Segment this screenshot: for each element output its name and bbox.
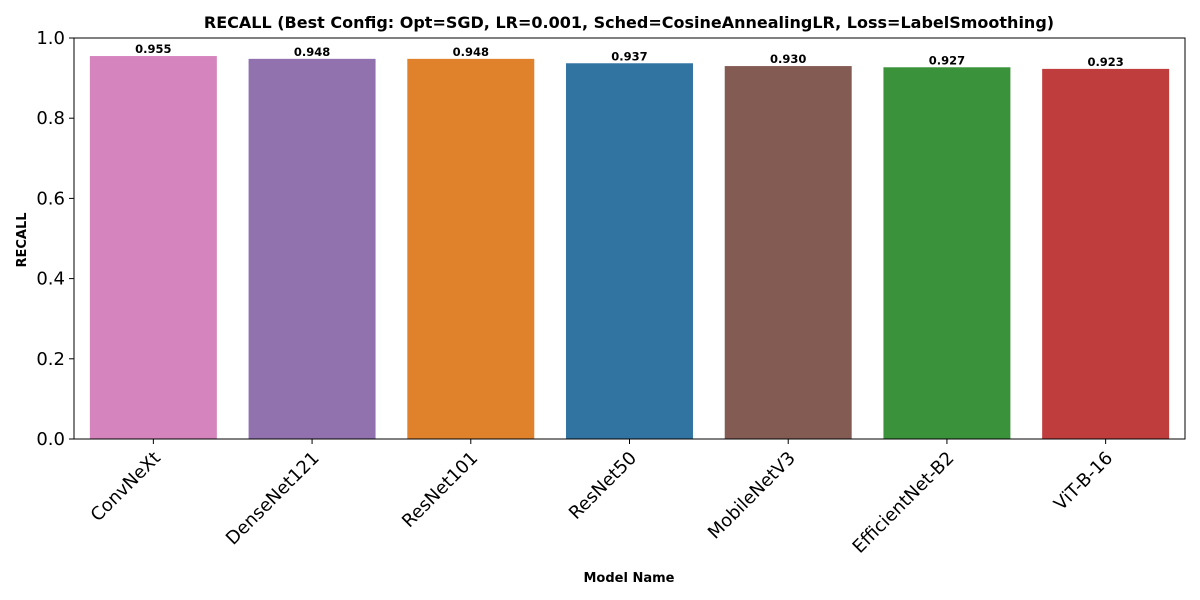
bar-value-label: 0.955 [135,42,171,56]
x-tick-label: ResNet101 [398,448,482,532]
y-tick-label: 0.0 [36,429,65,450]
x-axis-ticks: ConvNeXt DenseNet121 ResNet101 ResNet50 Mobi… [87,439,1117,558]
x-tick-label: ResNet50 [565,448,641,524]
bar-value-label: 0.948 [294,45,330,59]
x-axis-label: Model Name [584,571,675,586]
bar-value-label: 0.948 [453,45,489,59]
x-tick-label: MobileNetV3 [704,448,800,544]
bar [407,58,535,440]
bar-value-label: 0.923 [1087,55,1123,69]
bar [883,67,1011,439]
bar-value-label: 0.930 [770,52,806,66]
y-tick-label: 0.4 [36,269,65,290]
x-tick-label: ConvNeXt [87,448,165,526]
bar [566,63,693,439]
y-axis-label: RECALL [15,212,30,267]
bar-value-label: 0.927 [929,53,965,67]
y-axis-ticks: 0.0 0.2 0.4 0.6 0.8 1.0 [36,28,74,450]
bar [248,58,376,440]
y-tick-label: 0.8 [36,108,65,129]
chart-title: RECALL (Best Config: Opt=SGD, LR=0.001, … [204,13,1054,32]
y-tick-label: 0.2 [36,349,65,370]
y-tick-label: 0.6 [36,188,65,209]
data-labels-layer: 0.955 0.948 0.948 0.937 0.930 0.927 0.923 [135,42,1124,69]
bars-layer [89,56,1170,440]
bar [724,66,852,439]
plot-area-frame [73,37,1186,440]
x-tick-label: EfficientNet-B2 [849,448,959,558]
bar [89,56,217,440]
y-tick-label: 1.0 [36,28,65,49]
x-tick-label: ViT-B-16 [1050,448,1117,515]
x-tick-label: DenseNet121 [222,448,324,550]
bar [1042,68,1170,439]
bar-value-label: 0.937 [611,49,647,63]
